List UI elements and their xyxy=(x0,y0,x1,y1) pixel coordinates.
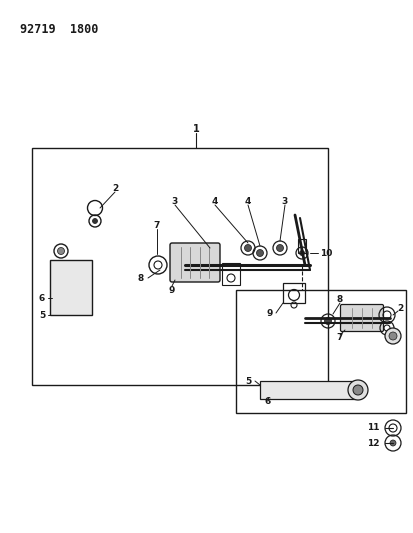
Text: 6: 6 xyxy=(264,397,271,406)
Text: 5: 5 xyxy=(244,376,251,385)
Bar xyxy=(297,239,305,253)
Text: 3: 3 xyxy=(281,197,287,206)
Circle shape xyxy=(389,440,395,446)
Circle shape xyxy=(57,247,64,254)
Bar xyxy=(32,148,327,385)
Text: 8: 8 xyxy=(336,295,342,303)
Circle shape xyxy=(92,219,97,223)
Circle shape xyxy=(352,385,362,395)
Circle shape xyxy=(347,380,367,400)
Text: 6: 6 xyxy=(39,294,45,303)
Circle shape xyxy=(324,318,331,325)
Text: 5: 5 xyxy=(39,311,45,319)
Circle shape xyxy=(388,332,396,340)
Text: 10: 10 xyxy=(319,248,332,257)
Text: 8: 8 xyxy=(138,273,144,282)
Text: 4: 4 xyxy=(244,197,251,206)
Text: 1: 1 xyxy=(192,124,199,134)
Text: 92719  1800: 92719 1800 xyxy=(20,23,98,36)
Text: 12: 12 xyxy=(367,439,379,448)
Text: 4: 4 xyxy=(211,197,218,206)
FancyBboxPatch shape xyxy=(339,304,382,332)
Bar xyxy=(282,283,304,303)
Text: 9: 9 xyxy=(169,286,175,295)
Circle shape xyxy=(276,245,283,252)
Bar xyxy=(50,260,92,315)
Circle shape xyxy=(244,245,251,252)
Text: 7: 7 xyxy=(154,221,160,230)
Circle shape xyxy=(299,251,304,255)
Text: 2: 2 xyxy=(112,183,118,192)
Text: 9: 9 xyxy=(266,309,273,318)
Circle shape xyxy=(256,249,263,256)
FancyBboxPatch shape xyxy=(170,243,219,282)
Text: 11: 11 xyxy=(367,424,379,432)
Text: 7: 7 xyxy=(336,334,342,343)
Text: 2: 2 xyxy=(396,303,402,312)
Text: 3: 3 xyxy=(171,197,178,206)
Bar xyxy=(221,263,240,285)
Bar xyxy=(235,290,405,413)
Bar xyxy=(259,381,354,399)
Circle shape xyxy=(384,328,400,344)
